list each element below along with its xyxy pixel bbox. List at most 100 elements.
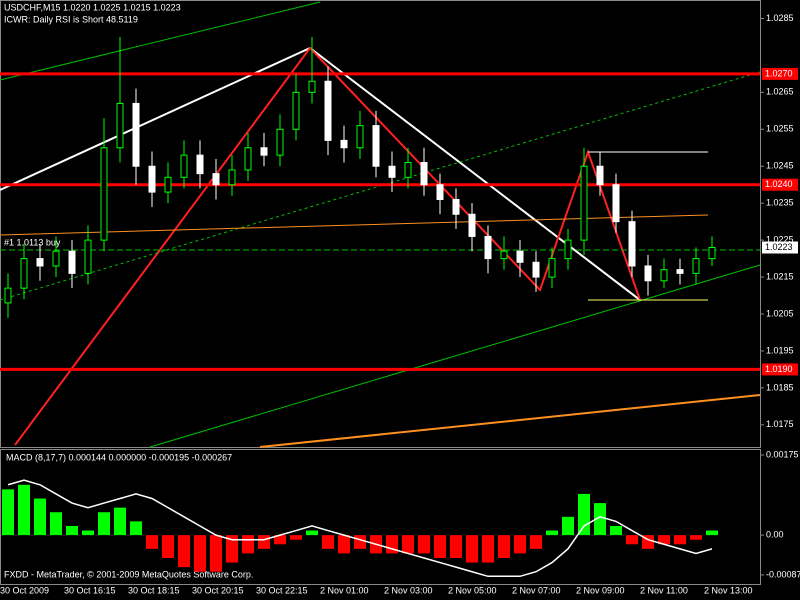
macd-bar (226, 535, 238, 563)
x-tick-label: 2 Nov 13:00 (704, 585, 753, 595)
macd-bar (562, 516, 574, 536)
x-tick-label: 30 Oct 2009 (0, 585, 49, 595)
y-tick-label: 1.0175 (766, 419, 794, 429)
x-tick-label: 2 Nov 09:00 (576, 585, 625, 595)
macd-bar (242, 535, 254, 554)
candle-body (212, 173, 220, 186)
macd-bar (194, 535, 206, 572)
candle-body (356, 125, 364, 149)
level-tag (762, 67, 798, 80)
x-tick-label: 30 Oct 22:15 (256, 585, 308, 595)
candle-body (612, 184, 620, 223)
y-tick-label: 1.0235 (766, 198, 794, 208)
macd-bar (98, 512, 110, 536)
y-tick-label: 1.0195 (766, 345, 794, 355)
trade-label: #1 1.0113 buy (4, 237, 61, 247)
candle-body (4, 287, 12, 304)
macd-bar (674, 535, 686, 545)
macd-bar (114, 507, 126, 536)
macd-bar (418, 535, 430, 554)
candle-body (292, 91, 300, 130)
macd-pane (0, 449, 761, 585)
macd-bar (50, 512, 62, 536)
footer: FXDD - MetaTrader, © 2001-2009 MetaQuote… (4, 569, 253, 579)
macd-bar (546, 530, 558, 536)
candle-body (644, 265, 652, 282)
channel-line (0, 1, 321, 81)
candle-body (564, 239, 572, 260)
x-tick-label: 30 Oct 18:15 (128, 585, 180, 595)
candle-body (628, 221, 636, 267)
macd-bar (498, 535, 510, 558)
candle-body (308, 80, 316, 93)
candle-body (676, 269, 684, 274)
x-tick-label: 2 Nov 11:00 (640, 585, 688, 595)
candle-body (452, 198, 460, 215)
macd-bar (466, 535, 478, 563)
y-tick-label: -0.00087 (766, 569, 800, 579)
macd-bar (658, 535, 670, 545)
macd-bar (578, 493, 590, 536)
candle-body (484, 235, 492, 260)
candle-body (84, 239, 92, 274)
drawings (0, 1, 761, 448)
x-tick-label: 2 Nov 03:00 (384, 585, 433, 595)
y-tick-label: 1.0285 (766, 13, 794, 23)
y-tick-label: 1.0255 (766, 124, 794, 134)
macd-bar (594, 503, 606, 536)
candle-body (68, 250, 76, 274)
candle-body (436, 184, 444, 200)
candle-body (388, 165, 396, 178)
macd-title: MACD (8,17,7) 0.000144 0.000000 -0.00019… (6, 452, 232, 462)
macd-bar (706, 530, 718, 536)
candle-body (372, 125, 380, 167)
macd-bar (626, 535, 638, 545)
candle-body (164, 176, 172, 193)
trendline (309, 47, 641, 301)
x-tick-label: 2 Nov 07:00 (512, 585, 561, 595)
macd-bar (690, 535, 702, 540)
macd-bar (130, 521, 142, 536)
macd-bar (18, 484, 30, 536)
macd-bar (514, 535, 526, 554)
candle-body (548, 258, 556, 278)
macd-bar (34, 498, 46, 536)
candle-body (660, 269, 668, 282)
y-tick-label: 0.00 (766, 529, 784, 539)
candle-body (20, 258, 28, 289)
y-tick-label: 0.00175 (766, 449, 799, 459)
y-tick-label: 1.0205 (766, 308, 794, 318)
trendline (0, 214, 709, 236)
level-label: 1.0190 (765, 364, 793, 374)
candle-body (132, 102, 140, 167)
candle-body (708, 247, 716, 260)
candle-body (404, 162, 412, 178)
candle-body (260, 147, 268, 156)
candle-body (580, 165, 588, 241)
candle-body (196, 154, 204, 175)
candle-body (468, 213, 476, 237)
candle-body (532, 261, 540, 278)
macd-bar (274, 535, 286, 545)
trendline (0, 47, 311, 191)
level-label: 1.0240 (765, 179, 793, 189)
channel-line (149, 264, 761, 448)
macd-bar (322, 535, 334, 549)
macd-bar (354, 535, 366, 549)
candle-body (100, 147, 108, 241)
candle-body (692, 258, 700, 274)
macd-bar (2, 489, 14, 536)
candle-body (596, 165, 604, 186)
x-tick-label: 30 Oct 16:15 (64, 585, 116, 595)
macd-bar (82, 530, 94, 536)
macd-bar (450, 535, 462, 558)
macd-bar (402, 535, 414, 554)
trendline (259, 394, 761, 448)
macd-bar (610, 525, 622, 536)
candle-body (52, 250, 60, 267)
candle-body (276, 128, 284, 156)
macd-bar (530, 535, 542, 549)
price-pane (0, 0, 761, 448)
y-tick-label: 1.0245 (766, 161, 794, 171)
zigzag (14, 46, 641, 446)
